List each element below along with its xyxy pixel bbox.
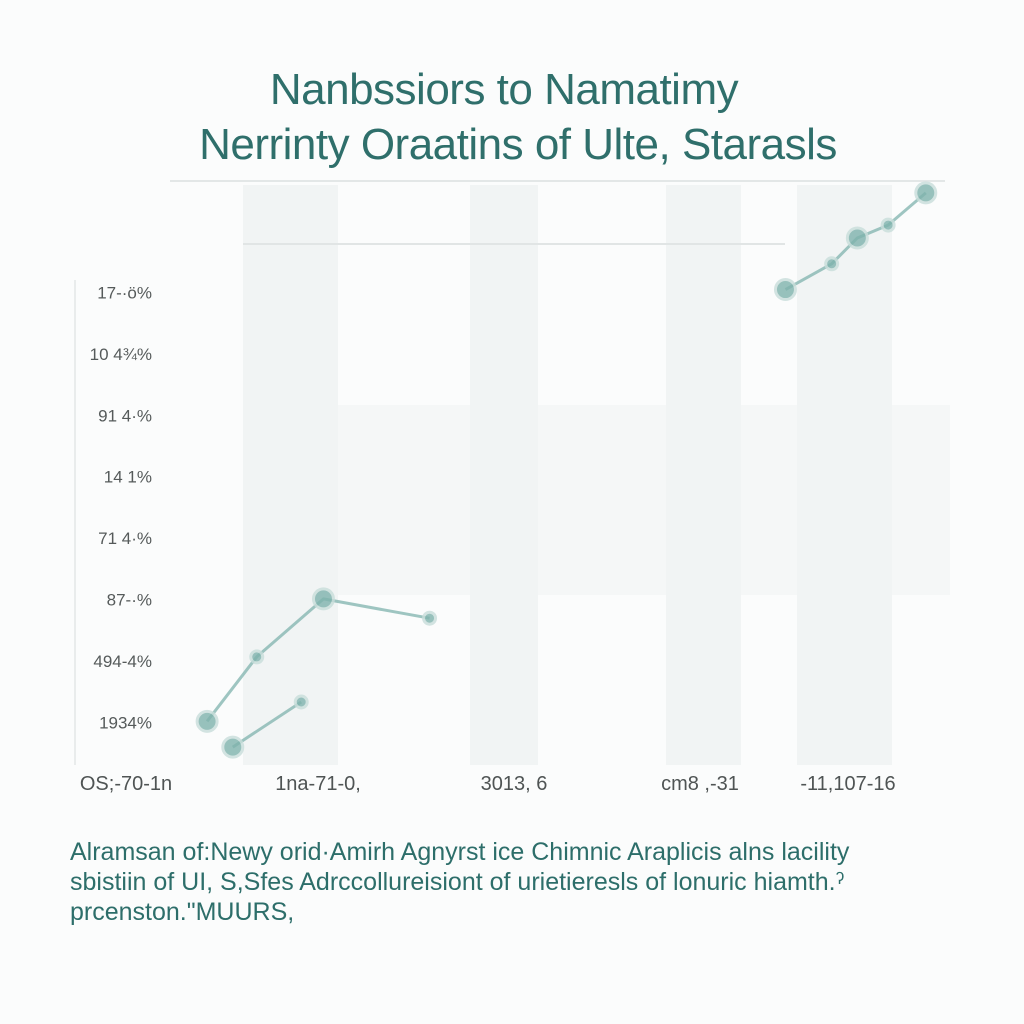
chart-backdrop	[74, 180, 950, 765]
x-tick-labels: OS;-70-1n 1na-71-0, 3013, 6 cm8 ,-31 -11,107…	[80, 773, 896, 795]
x-tick-label: OS;-70-1n	[80, 773, 172, 795]
y-tick-label: 494-4%	[93, 652, 152, 671]
y-tick-labels: 17-·ö% 10 4¾% 91 4·% 14 1% 71 4·% 87-·% 494-4%…	[90, 283, 152, 732]
data-point	[221, 735, 245, 759]
data-point	[249, 649, 265, 665]
y-tick-label: 1934%	[99, 713, 152, 732]
y-tick-label: 87-·%	[107, 590, 152, 609]
data-point	[845, 226, 869, 250]
series-markers	[195, 181, 938, 759]
y-tick-label: 14 1%	[104, 468, 152, 487]
y-tick-label: 10 4¾%	[90, 345, 152, 364]
caption-line-1: Alramsan of:Newy orid·Amirh Agnyrst ice …	[70, 838, 850, 866]
series-line	[205, 597, 430, 723]
data-point	[293, 694, 309, 710]
x-tick-label: 3013, 6	[481, 773, 548, 795]
y-tick-label: 17-·ö%	[97, 283, 152, 302]
data-point	[824, 256, 840, 272]
x-tick-label: -11,107-16	[800, 773, 895, 795]
data-point	[914, 181, 938, 205]
background-panel	[270, 405, 950, 595]
chart-title-line-1: Nanbssiors to Namatimy	[269, 65, 739, 114]
x-tick-label: 1na-71-0,	[275, 773, 361, 795]
y-tick-label: 71 4·%	[98, 529, 152, 548]
chart-title-line-2: Nerrinty Oraatins of Ulte, Starasls	[199, 120, 837, 169]
data-point	[195, 709, 219, 733]
series-line	[231, 700, 303, 749]
x-tick-label: cm8 ,-31	[661, 773, 739, 795]
data-point	[880, 217, 896, 233]
caption-line-2: sbistiin of UI, S,Sfes Adrccollureisiont…	[70, 868, 845, 896]
y-tick-label: 91 4·%	[98, 406, 152, 425]
data-point	[422, 610, 438, 626]
caption-line-3: prcenston.ʺMUURS,	[70, 898, 295, 926]
data-point	[773, 278, 797, 302]
data-point	[311, 587, 335, 611]
